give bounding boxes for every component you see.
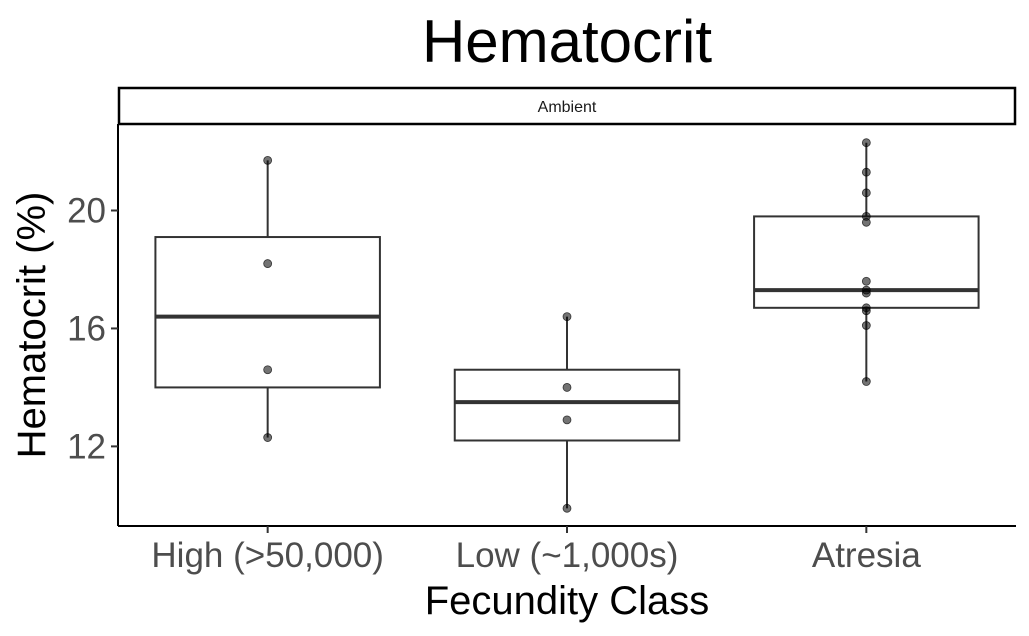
box	[154, 236, 381, 389]
data-point	[263, 365, 273, 375]
x-tick-label: Atresia	[812, 536, 921, 575]
data-point	[861, 288, 871, 298]
data-point	[562, 415, 572, 425]
y-axis-ticks: 12 16 20	[67, 192, 118, 466]
data-point	[562, 503, 572, 513]
box-group	[453, 316, 681, 509]
x-axis-ticks: High (>50,000) Low (~1,000s) Atresia	[151, 526, 921, 575]
y-tick-label: 20	[67, 192, 106, 231]
plot-area	[154, 138, 980, 513]
data-point	[861, 188, 871, 198]
x-tick-label: High (>50,000)	[151, 536, 384, 575]
box-group	[753, 142, 980, 382]
data-point	[861, 321, 871, 330]
data-point	[861, 306, 871, 316]
x-tick-label: Low (~1,000s)	[456, 536, 679, 575]
chart-title: Hematocrit	[422, 8, 712, 75]
y-axis-title: Hematocrit (%)	[10, 192, 54, 459]
data-point	[263, 433, 273, 442]
box-group	[154, 160, 381, 438]
data-point	[263, 259, 273, 268]
box	[453, 368, 681, 442]
data-point	[861, 217, 871, 227]
x-axis-title: Fecundity Class	[425, 579, 710, 623]
data-point	[861, 167, 871, 177]
y-tick-label: 12	[67, 427, 106, 466]
data-point	[861, 377, 871, 386]
data-point	[861, 138, 871, 148]
facet-strip-label: Ambient	[538, 99, 597, 116]
facet-strip	[117, 86, 1017, 126]
data-point	[562, 312, 572, 322]
data-point	[861, 276, 871, 286]
data-point	[562, 383, 572, 392]
data-point	[263, 155, 273, 165]
y-tick-label: 16	[67, 309, 106, 348]
